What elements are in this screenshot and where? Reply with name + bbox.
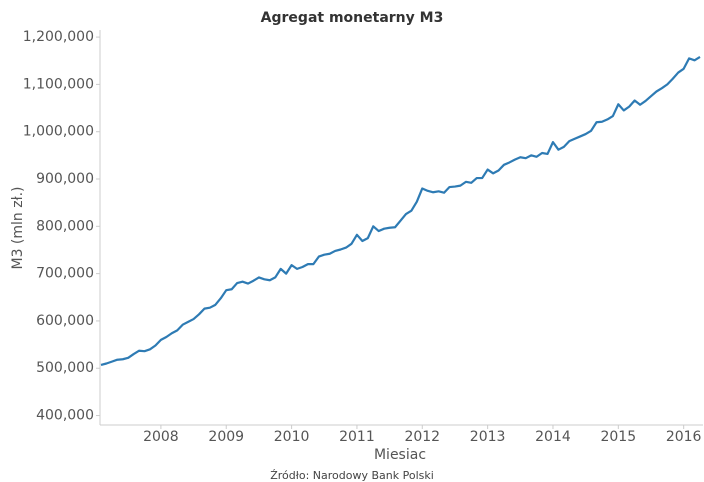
y-tick-label: 600,000	[36, 313, 94, 329]
y-tick-label: 500,000	[36, 360, 94, 376]
y-axis-label: M3 (mln zł.)	[10, 187, 26, 270]
y-tick-label: 1,100,000	[23, 76, 94, 92]
source: Źródło: Narodowy Bank Polski	[270, 469, 434, 482]
x-tick-label: 2015	[600, 429, 636, 445]
y-tick-label: 1,000,000	[23, 124, 94, 140]
x-tick-label: 2014	[535, 429, 571, 445]
line	[100, 56, 701, 366]
x-tick-label: 2011	[339, 429, 375, 445]
y-tick-label: 700,000	[36, 266, 94, 282]
chart-title: Agregat monetarny M3	[261, 10, 444, 26]
x-tick-label: 2010	[274, 429, 310, 445]
x-tick-label: 2016	[666, 429, 702, 445]
y-tick-label: 900,000	[36, 171, 94, 187]
x-axis-label: Miesiac	[374, 447, 426, 463]
y-tick-label: 1,200,000	[23, 29, 94, 45]
y-tick-label: 400,000	[36, 408, 94, 424]
x-tick-label: 2013	[470, 429, 506, 445]
x-tick-label: 2009	[208, 429, 244, 445]
x-tick-label: 2012	[404, 429, 440, 445]
y-tick-label: 800,000	[36, 218, 94, 234]
x-tick-label: 2008	[143, 429, 179, 445]
